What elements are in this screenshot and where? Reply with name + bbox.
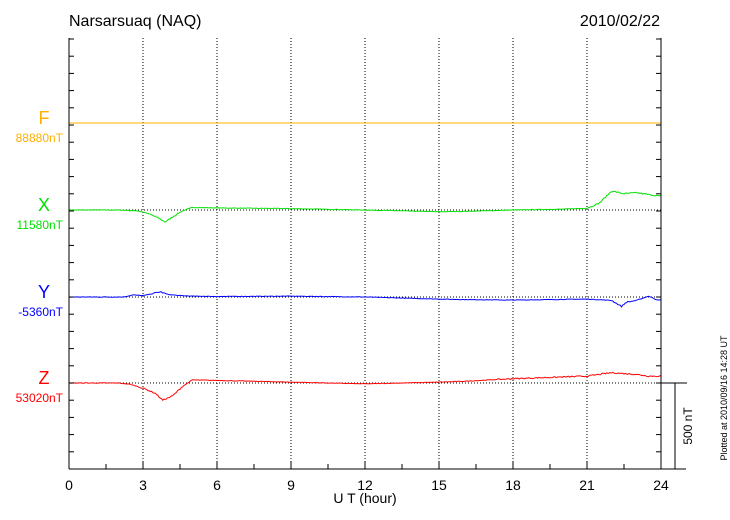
trace-y xyxy=(68,291,662,308)
series-name-z: Z xyxy=(39,368,50,388)
series-labels: F 88880nT X 11580nT Y -5360nT Z 53020nT xyxy=(16,108,64,405)
x-tick-label: 9 xyxy=(287,477,295,493)
x-tick-label: 3 xyxy=(139,477,147,493)
x-tick-label: 24 xyxy=(653,477,669,493)
grid xyxy=(69,38,661,469)
series-name-y: Y xyxy=(38,282,50,302)
series-baseline-f: 88880nT xyxy=(16,131,64,145)
series-name-f: F xyxy=(39,108,50,128)
series-baseline-x: 11580nT xyxy=(17,218,64,232)
x-tick-label: 0 xyxy=(65,477,73,493)
traces xyxy=(68,122,662,402)
series-baseline-z: 53020nT xyxy=(16,391,64,405)
scale-bar-label: 500 nT xyxy=(681,407,695,445)
trace-z xyxy=(68,371,662,402)
x-axis-label: U T (hour) xyxy=(333,490,396,506)
axes: 0 3 6 9 12 15 18 21 24 xyxy=(65,38,687,493)
series-baseline-y: -5360nT xyxy=(18,305,63,319)
chart-title: Narsarsuaq (NAQ) xyxy=(69,13,201,30)
chart-date: 2010/02/22 xyxy=(580,13,660,30)
x-tick-label: 21 xyxy=(579,477,595,493)
x-tick-label: 6 xyxy=(213,477,221,493)
plotted-at-footer: Plotted at 2010/09/16 14:28 UT xyxy=(719,335,729,461)
series-name-x: X xyxy=(38,195,50,215)
trace-x xyxy=(68,190,662,223)
x-tick-label: 18 xyxy=(505,477,521,493)
x-tick-label: 12 xyxy=(357,477,373,493)
x-tick-label: 15 xyxy=(431,477,447,493)
